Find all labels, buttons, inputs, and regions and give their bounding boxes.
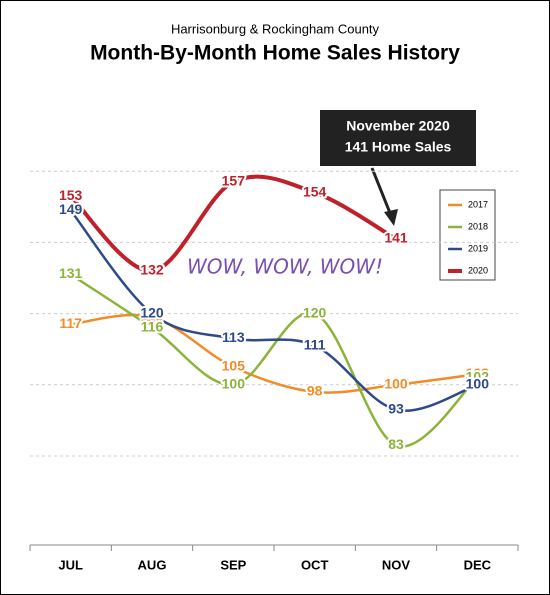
series-line — [69, 273, 479, 448]
value-label: 119 — [141, 308, 164, 324]
value-label: 113 — [222, 329, 245, 345]
value-label: 100 — [466, 376, 490, 392]
note: WOW, WOW, WOW! — [187, 255, 383, 279]
callout-text: November 2020 — [346, 118, 450, 134]
value-label: 83 — [388, 436, 404, 452]
value-label: 111 — [304, 336, 326, 352]
legend-label: 2018 — [468, 221, 488, 231]
value-label: 154 — [303, 183, 327, 199]
chart-title: Month-By-Month Home Sales History — [90, 42, 460, 65]
value-label: 93 — [388, 400, 404, 416]
value-label: 153 — [59, 187, 83, 203]
value-label: 102 — [466, 368, 490, 384]
value-label: 157 — [222, 173, 246, 189]
x-tick-label: AUG — [138, 557, 167, 572]
value-label: 105 — [222, 358, 246, 374]
x-tick-label: NOV — [382, 557, 411, 572]
value-label: 120 — [140, 304, 164, 320]
value-label: 132 — [140, 262, 164, 278]
value-label: 117 — [59, 315, 82, 331]
callout-text: 141 Home Sales — [345, 139, 452, 155]
callout-arrowhead — [384, 209, 398, 226]
value-label: 120 — [303, 304, 327, 320]
legend-label: 2017 — [468, 199, 488, 209]
legend-label: 2019 — [468, 243, 488, 253]
value-label: 100 — [384, 376, 408, 392]
chart-subtitle: Harrisonburg & Rockingham County — [171, 21, 380, 36]
value-label: 141 — [384, 230, 408, 246]
value-label: 116 — [141, 319, 164, 335]
x-tick-label: DEC — [464, 557, 492, 572]
series-line — [70, 313, 478, 394]
value-label: 149 — [59, 201, 83, 217]
value-label: 100 — [222, 376, 246, 392]
value-label: 103 — [466, 365, 490, 381]
legend-label: 2020 — [468, 265, 488, 275]
series-line — [69, 174, 397, 273]
callout-arrow — [370, 167, 394, 219]
callout-box — [320, 110, 476, 166]
value-label: 98 — [307, 383, 323, 399]
x-tick-label: OCT — [301, 557, 329, 572]
value-label: 131 — [59, 265, 83, 281]
series-line — [69, 209, 478, 412]
x-tick-label: SEP — [220, 557, 246, 572]
x-tick-label: JUL — [58, 557, 83, 572]
